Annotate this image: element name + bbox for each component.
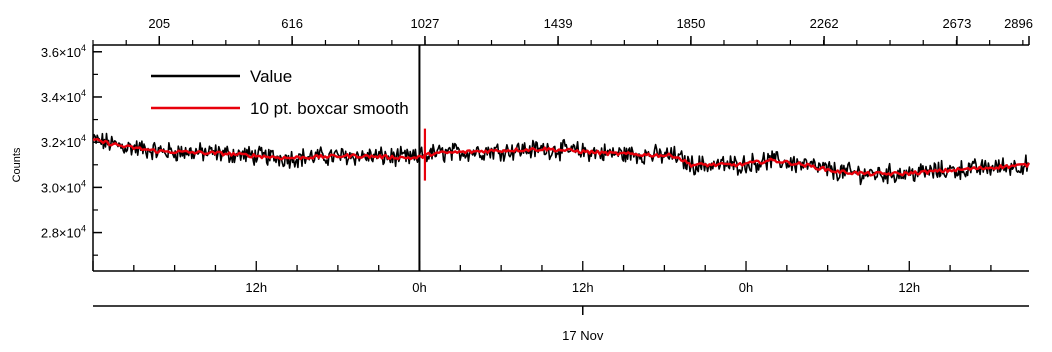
series-layer bbox=[92, 45, 1031, 271]
y-tick-label: 3.2×104 bbox=[41, 133, 86, 150]
axes-layer: 2.8×104 3.0×104 3.2×104 3.4×104 3.6×104 205 61… bbox=[41, 16, 1033, 343]
legend: Value 10 pt. boxcar smooth bbox=[151, 67, 409, 118]
y-tick-label: 3.4×104 bbox=[41, 88, 86, 105]
top-tick-label: 205 bbox=[148, 16, 170, 31]
legend-value-label: Value bbox=[250, 67, 292, 86]
time-tick-label: 12h bbox=[898, 280, 920, 295]
y-tick-label: 3.6×104 bbox=[41, 43, 86, 60]
legend-smooth-label: 10 pt. boxcar smooth bbox=[250, 99, 409, 118]
top-tick-label: 2262 bbox=[810, 16, 839, 31]
y-tick-label: 3.0×104 bbox=[41, 178, 86, 195]
top-tick-label: 1027 bbox=[410, 16, 439, 31]
series-value-line bbox=[92, 132, 1030, 186]
time-tick-label: 0h bbox=[412, 280, 426, 295]
top-tick-label: 2896 bbox=[1004, 16, 1033, 31]
y-axis-title: Counts bbox=[11, 147, 23, 182]
series-smooth-line bbox=[93, 137, 1031, 177]
top-tick-label: 616 bbox=[281, 16, 303, 31]
time-tick-label: 0h bbox=[739, 280, 753, 295]
top-tick-label: 2673 bbox=[942, 16, 971, 31]
top-tick-label: 1850 bbox=[676, 16, 705, 31]
top-tick-label: 1439 bbox=[544, 16, 573, 31]
date-tick-label: 17 Nov bbox=[562, 328, 604, 343]
time-tick-label: 12h bbox=[572, 280, 594, 295]
y-tick-label: 2.8×104 bbox=[41, 224, 86, 241]
time-tick-label: 12h bbox=[245, 280, 267, 295]
